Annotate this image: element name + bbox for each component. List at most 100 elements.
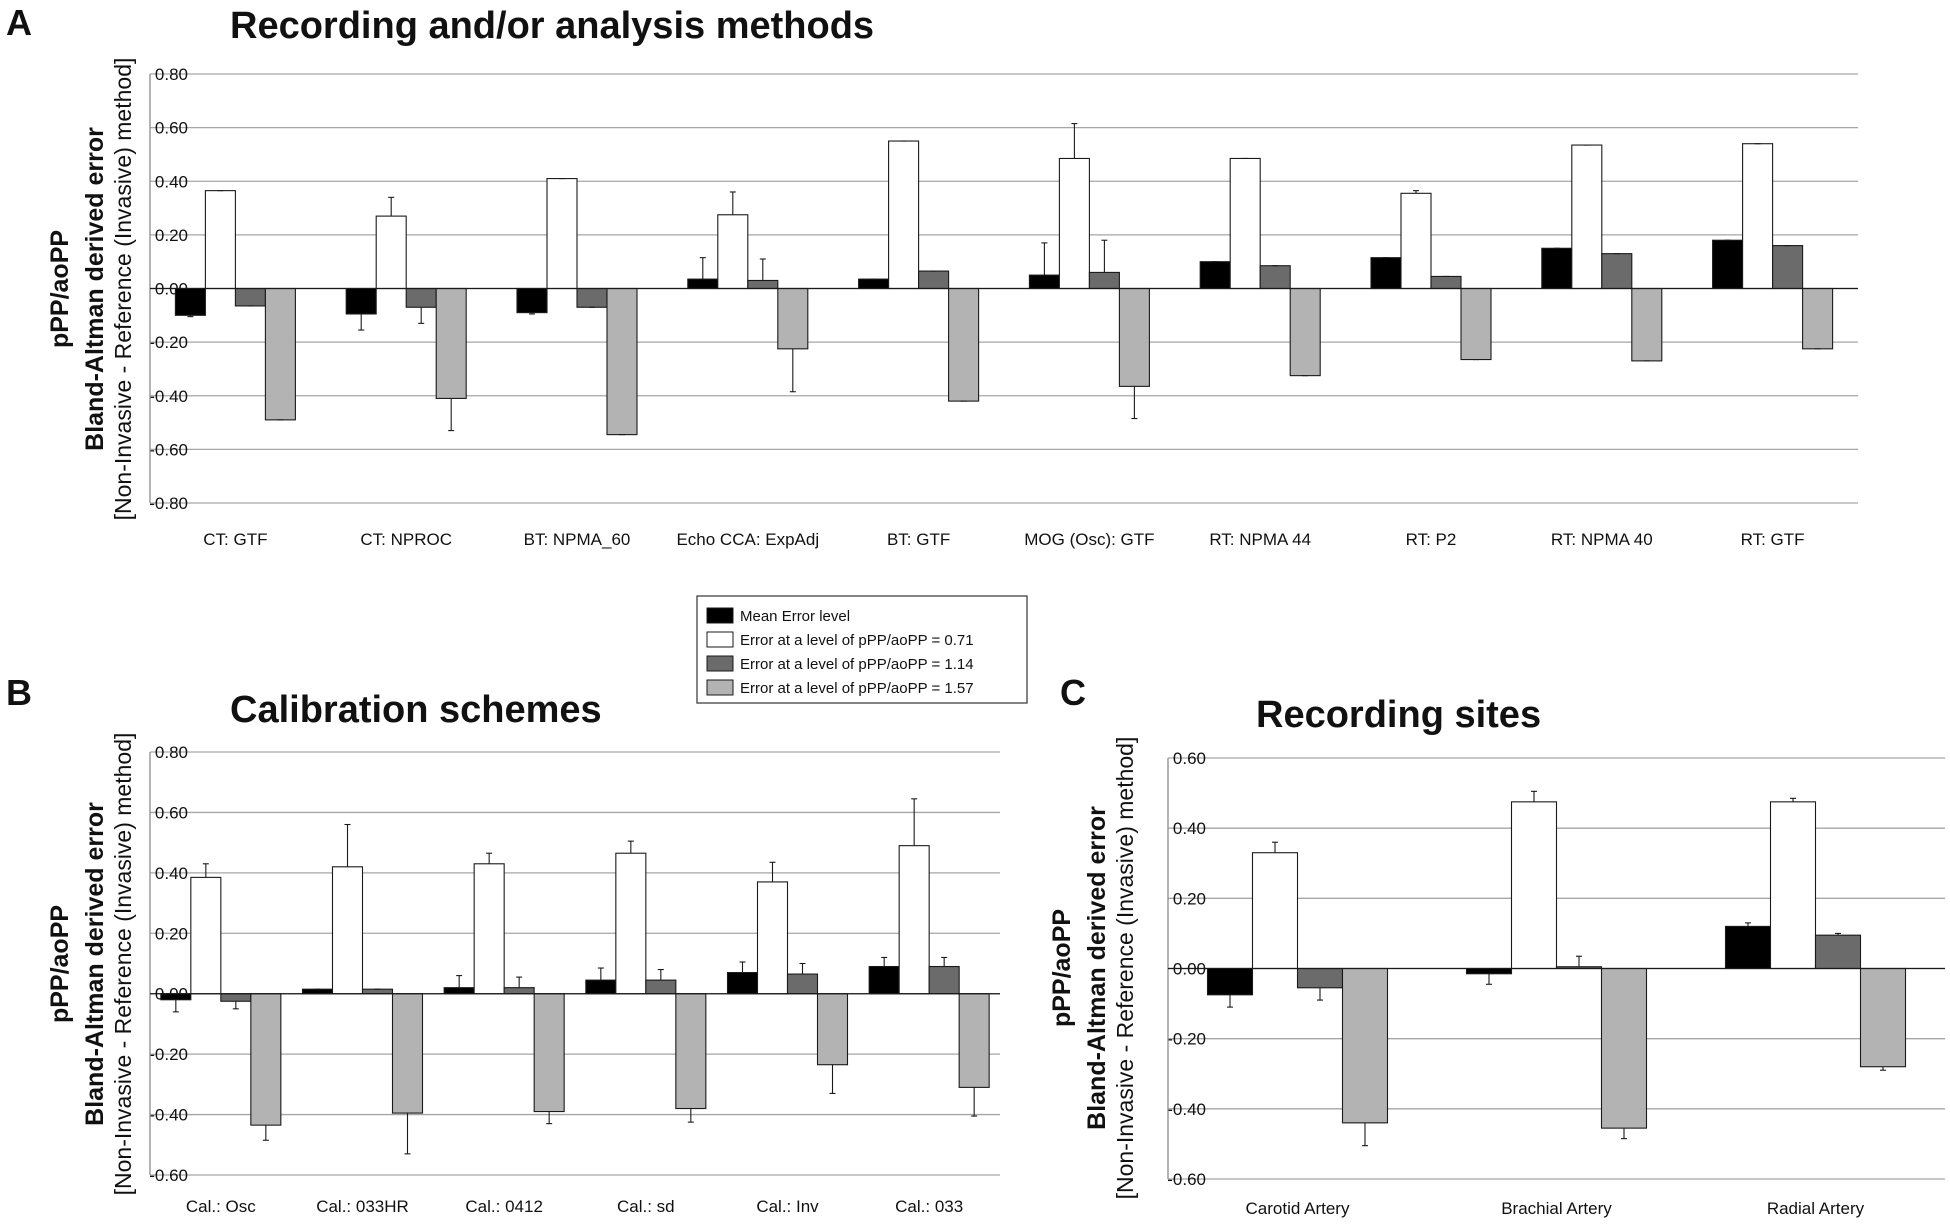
legend-entry-label: Error at a level of pPP/aoPP = 1.57: [740, 680, 974, 697]
legend: Mean Error level Error at a level of pPP/…: [696, 595, 1028, 704]
bar-error-at-a-level-of-ppp-aopp-1-14: [1088, 271, 1120, 290]
bar-error-at-a-level-of-ppp-aopp-0-71: [546, 178, 578, 290]
y-axis-label-title: Bland-Altman derived error: [1083, 806, 1111, 1130]
x-category-label: Cal.: sd: [617, 1197, 675, 1216]
bar-error-at-a-level-of-ppp-aopp-0-71: [375, 215, 407, 290]
bar-error-at-a-level-of-ppp-aopp-1-57: [777, 287, 809, 350]
y-tick-label: 0.40: [1173, 819, 1206, 838]
bar-mean-error-level: [1541, 247, 1573, 290]
bar-mean-error-level: [687, 278, 719, 290]
bar-error-at-a-level-of-ppp-aopp-1-57: [1600, 967, 1648, 1129]
y-tick-label: -0.20: [1167, 1030, 1206, 1049]
bar-error-at-a-level-of-ppp-aopp-0-71: [888, 140, 920, 290]
y-axis-label-subtitle: [Non-Invasive - Reference (Invasive) met…: [110, 733, 136, 1196]
y-tick-label: -0.60: [1167, 1170, 1206, 1189]
chart-panel-b: B Calibration schemes pPP/aoPP Bland-Altman…: [6, 672, 1000, 1216]
bar-error-at-a-level-of-ppp-aopp-1-57: [1460, 287, 1492, 361]
x-category-label: MOG (Osc): GTF: [1024, 530, 1154, 549]
x-category-label: Brachial Artery: [1501, 1199, 1612, 1218]
panel-letter: B: [6, 672, 32, 713]
bar-error-at-a-level-of-ppp-aopp-1-14: [1772, 245, 1804, 290]
y-tick-label: 0.40: [155, 172, 188, 191]
y-tick-label: -0.40: [149, 1106, 188, 1125]
bar-error-at-a-level-of-ppp-aopp-1-57: [675, 993, 707, 1110]
y-axis-label-ratio: pPP/aoPP: [46, 230, 74, 348]
bar-error-at-a-level-of-ppp-aopp-1-14: [1296, 967, 1344, 989]
bar-error-at-a-level-of-ppp-aopp-0-71: [1742, 143, 1774, 290]
y-tick-label: 0.60: [155, 803, 188, 822]
y-tick-label: -0.40: [149, 387, 188, 406]
bar-error-at-a-level-of-ppp-aopp-1-57: [606, 287, 638, 436]
chart-panel-c: C Recording sites pPP/aoPP Bland-Altman der…: [1048, 672, 1945, 1218]
bar-mean-error-level: [174, 287, 206, 316]
bar-error-at-a-level-of-ppp-aopp-0-71: [1571, 144, 1603, 290]
y-tick-label: 0.20: [155, 226, 188, 245]
bar-mean-error-level: [585, 979, 617, 995]
bar-error-at-a-level-of-ppp-aopp-1-14: [918, 270, 950, 290]
bar-error-at-a-level-of-ppp-aopp-1-14: [1814, 934, 1862, 970]
bar-error-at-a-level-of-ppp-aopp-0-71: [615, 852, 647, 995]
bar-error-at-a-level-of-ppp-aopp-0-71: [1229, 157, 1261, 290]
y-tick-label: 0.80: [155, 743, 188, 762]
bar-error-at-a-level-of-ppp-aopp-1-57: [1631, 287, 1663, 362]
bar-error-at-a-level-of-ppp-aopp-1-57: [533, 993, 565, 1113]
x-category-label: CT: NPROC: [360, 530, 452, 549]
legend-swatch: [706, 607, 734, 624]
x-category-label: Radial Artery: [1767, 1199, 1865, 1218]
x-category-label: RT: NPMA 40: [1551, 530, 1653, 549]
legend-box: [696, 595, 1028, 704]
chart-title: Recording sites: [1256, 694, 1541, 736]
bar-mean-error-level: [301, 988, 334, 995]
bar-mean-error-level: [858, 278, 890, 290]
x-category-label: BT: GTF: [887, 530, 950, 549]
y-axis-label-title: Bland-Altman derived error: [81, 127, 109, 451]
legend-entry-label: Error at a level of pPP/aoPP = 1.14: [740, 656, 974, 673]
legend-swatch: [706, 631, 734, 648]
y-tick-label: -0.80: [149, 494, 188, 513]
bar-error-at-a-level-of-ppp-aopp-1-14: [1601, 253, 1633, 290]
bar-mean-error-level: [443, 987, 475, 995]
panel-letter: C: [1060, 672, 1086, 713]
x-category-label: RT: P2: [1406, 530, 1457, 549]
bar-error-at-a-level-of-ppp-aopp-1-14: [786, 973, 819, 995]
y-tick-label: 0.20: [155, 924, 188, 943]
bar-error-at-a-level-of-ppp-aopp-1-57: [816, 993, 849, 1066]
bar-error-at-a-level-of-ppp-aopp-1-57: [958, 993, 990, 1088]
bar-error-at-a-level-of-ppp-aopp-1-57: [948, 287, 980, 402]
bar-mean-error-level: [1206, 967, 1254, 996]
bar-error-at-a-level-of-ppp-aopp-1-14: [576, 287, 608, 308]
bar-error-at-a-level-of-ppp-aopp-1-57: [1802, 287, 1834, 350]
bar-error-at-a-level-of-ppp-aopp-1-57: [1341, 967, 1389, 1124]
chart-panel-a: A Recording and/or analysis methods pPP/ao…: [6, 2, 1858, 549]
bar-error-at-a-level-of-ppp-aopp-1-14: [503, 987, 535, 995]
bar-error-at-a-level-of-ppp-aopp-1-57: [1859, 967, 1907, 1068]
chart-title: Calibration schemes: [230, 689, 602, 731]
x-category-label: Cal.: 033: [895, 1197, 963, 1216]
bar-mean-error-level: [868, 965, 900, 995]
y-tick-label: -0.20: [149, 333, 188, 352]
y-tick-label: -0.60: [149, 440, 188, 459]
bar-error-at-a-level-of-ppp-aopp-1-57: [264, 287, 296, 421]
bar-error-at-a-level-of-ppp-aopp-0-71: [331, 866, 364, 995]
y-tick-label: 0.80: [155, 65, 188, 84]
y-tick-label: -0.40: [1167, 1100, 1206, 1119]
bar-error-at-a-level-of-ppp-aopp-0-71: [717, 214, 749, 290]
x-category-label: Echo CCA: ExpAdj: [676, 530, 819, 549]
bar-error-at-a-level-of-ppp-aopp-1-14: [405, 287, 437, 308]
bar-mean-error-level: [1712, 239, 1744, 290]
bar-error-at-a-level-of-ppp-aopp-1-57: [1289, 287, 1321, 377]
y-tick-label: 0.60: [155, 119, 188, 138]
bar-error-at-a-level-of-ppp-aopp-0-71: [1058, 157, 1090, 290]
y-tick-label: -0.20: [149, 1045, 188, 1064]
x-category-label: Cal.: 0412: [465, 1197, 543, 1216]
y-axis-label-ratio: pPP/aoPP: [46, 905, 74, 1023]
bar-error-at-a-level-of-ppp-aopp-0-71: [1769, 801, 1817, 970]
bar-error-at-a-level-of-ppp-aopp-0-71: [1510, 801, 1558, 970]
bar-error-at-a-level-of-ppp-aopp-0-71: [204, 190, 236, 290]
legend-entry-label: Error at a level of pPP/aoPP = 0.71: [740, 632, 974, 649]
y-tick-label: 0.40: [155, 864, 188, 883]
bar-mean-error-level: [345, 287, 377, 315]
bar-mean-error-level: [160, 993, 192, 1001]
y-axis-label-title: Bland-Altman derived error: [81, 802, 109, 1126]
bar-error-at-a-level-of-ppp-aopp-1-14: [645, 979, 677, 995]
